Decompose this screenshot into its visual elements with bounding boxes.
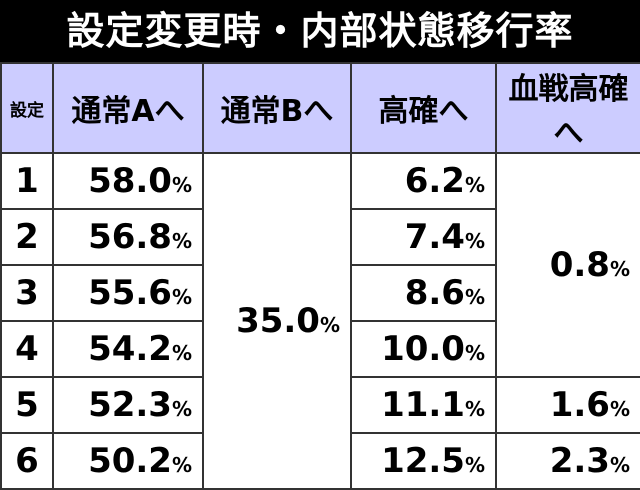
- unit: %: [464, 285, 485, 309]
- value-cell: 0.8%: [495, 152, 640, 378]
- unit: %: [464, 397, 485, 421]
- setting-cell: 3: [0, 264, 54, 322]
- value: 58.0: [88, 161, 172, 201]
- value: 50.2: [88, 441, 172, 481]
- value: 12.5: [381, 441, 465, 481]
- value: 55.6: [88, 273, 172, 313]
- unit: %: [171, 173, 192, 197]
- setting-cell: 2: [0, 208, 54, 266]
- value: 54.2: [88, 329, 172, 369]
- header-row: 設定 通常Aへ 通常Bへ 高確へ 血戦高確へ: [0, 62, 640, 154]
- value-cell: 56.8%: [52, 208, 204, 266]
- title: 設定変更時・内部状態移行率: [0, 0, 640, 62]
- value: 11.1: [381, 385, 465, 425]
- setting-cell: 1: [0, 152, 54, 210]
- unit: %: [609, 453, 630, 477]
- row: 1 58.0% 35.0% 6.2% 0.8%: [0, 152, 640, 490]
- unit: %: [464, 341, 485, 365]
- value: 1.6: [549, 385, 610, 425]
- unit: %: [171, 453, 192, 477]
- value-cell: 6.2%: [350, 152, 497, 210]
- setting-cell: 6: [0, 432, 54, 490]
- value-cell: 52.3%: [52, 376, 204, 434]
- value-cell: 50.2%: [52, 432, 204, 490]
- value-cell: 54.2%: [52, 320, 204, 378]
- value-cell: 10.0%: [350, 320, 497, 378]
- unit: %: [609, 397, 630, 421]
- setting-cell: 5: [0, 376, 54, 434]
- value-cell: 1.6%: [495, 376, 640, 434]
- header-cell: 血戦高確へ: [495, 62, 640, 154]
- value: 10.0: [381, 329, 465, 369]
- unit: %: [319, 313, 340, 337]
- value: 52.3: [88, 385, 172, 425]
- value-cell: 58.0%: [52, 152, 204, 210]
- unit: %: [171, 341, 192, 365]
- unit: %: [171, 397, 192, 421]
- unit: %: [609, 257, 630, 281]
- value: 0.8: [549, 245, 610, 285]
- value: 7.4: [404, 217, 465, 257]
- value-cell: 11.1%: [350, 376, 497, 434]
- value: 56.8: [88, 217, 172, 257]
- value: 35.0: [236, 301, 320, 341]
- header-cell: 設定: [0, 62, 54, 154]
- value-cell: 2.3%: [495, 432, 640, 490]
- setting-cell: 4: [0, 320, 54, 378]
- value-cell: 55.6%: [52, 264, 204, 322]
- unit: %: [171, 229, 192, 253]
- row: 5 52.3% 11.1% 1.6%: [0, 376, 640, 434]
- row: 2 56.8% 7.4%: [0, 208, 640, 266]
- unit: %: [464, 173, 485, 197]
- header-cell: 通常Aへ: [52, 62, 204, 154]
- unit: %: [464, 453, 485, 477]
- value: 2.3: [549, 441, 610, 481]
- value-cell: 8.6%: [350, 264, 497, 322]
- header-cell: 通常Bへ: [202, 62, 352, 154]
- rate-table: 設定 通常Aへ 通常Bへ 高確へ 血戦高確へ 1 58.0% 35.0% 6.2% 0.8% 2 5…: [0, 62, 640, 490]
- value: 8.6: [404, 273, 465, 313]
- header-cell: 高確へ: [350, 62, 497, 154]
- value-cell: 7.4%: [350, 208, 497, 266]
- unit: %: [171, 285, 192, 309]
- value-cell: 35.0%: [202, 152, 352, 490]
- value-cell: 12.5%: [350, 432, 497, 490]
- value: 6.2: [404, 161, 465, 201]
- row: 4 54.2% 10.0%: [0, 320, 640, 378]
- row: 3 55.6% 8.6%: [0, 264, 640, 322]
- unit: %: [464, 229, 485, 253]
